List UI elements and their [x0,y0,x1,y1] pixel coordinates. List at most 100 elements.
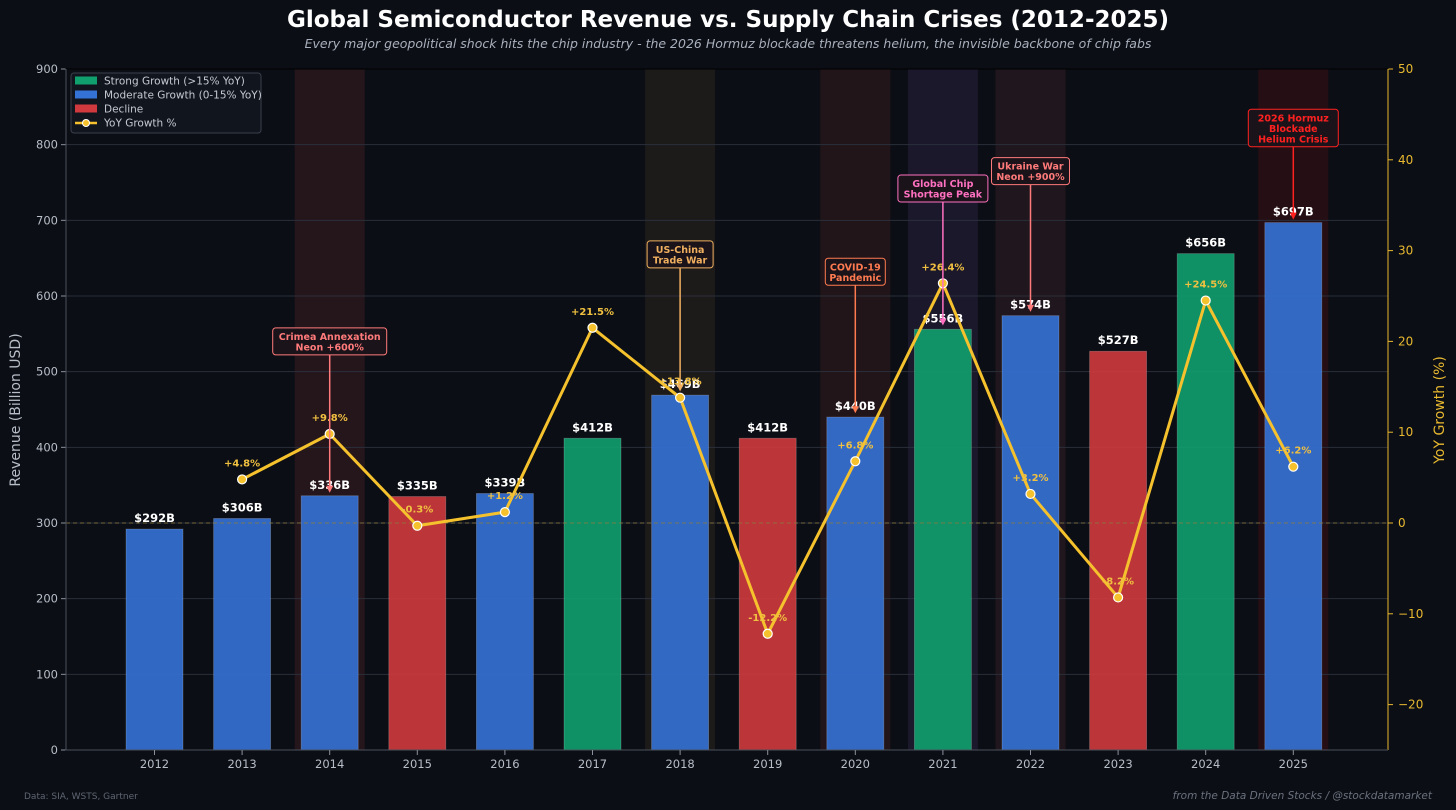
x-tick-label: 2013 [227,757,256,771]
legend-label: Decline [104,104,143,116]
annotation-arrow-head [1027,304,1034,312]
bar-2012 [125,528,184,751]
x-tick-label: 2024 [1191,757,1220,771]
y-right-tick-label: 50 [1398,62,1413,76]
bar-2016 [475,493,534,751]
y-left-tick-label: 100 [36,667,58,681]
y-right-tick-label: 30 [1398,244,1413,258]
growth-point-2020 [850,456,861,467]
axes: 0 100 200 300 400 500 600 700 800 900 −20 −10 0 10 20 3… [36,62,1423,771]
bar-value-label: $412B [747,420,788,434]
y-right-tick-label: 40 [1398,153,1413,167]
growth-point-2017 [587,322,598,333]
annotation-box [897,174,989,203]
bar-value-label: $292B [134,511,175,525]
growth-point-2015 [412,520,423,531]
y-left-tick-label: 300 [36,516,58,530]
annotation-box [646,240,714,269]
growth-value-label: +24.5% [1184,280,1227,291]
y-right-tick-label: 0 [1398,516,1406,530]
bar-2025 [1264,222,1323,751]
annotation-arrow-head [851,406,859,414]
annotation-text: 2026 Hormuz [1258,113,1330,124]
bar-2018 [651,394,709,751]
bar-value-label: $656B [1185,236,1226,250]
y-left-tick-label: 200 [36,592,58,606]
annotation-text: Neon +900% [996,172,1065,183]
legend-box [70,72,262,134]
growth-value-label: +21.5% [571,307,614,318]
bar-value-label: $412B [572,420,613,434]
annotation-text: Helium Crisis [1258,134,1329,145]
x-tick-label: 2022 [1016,757,1045,771]
growth-value-label: +3.2% [1012,473,1048,484]
x-tick-label: 2016 [490,757,519,771]
growth-value-label: -12.2% [748,613,787,624]
y-left-tick-label: 600 [36,289,58,303]
y-left-tick-label: 700 [36,213,58,227]
growth-point-2022 [1025,488,1036,500]
credit-line: from the Data Driven Stocks / @stockdata… [1173,790,1433,802]
bar-2023 [1089,350,1147,751]
x-tick-label: 2020 [841,757,870,771]
legend: Strong Growth (>15% YoY) Moderate Growth … [70,72,262,134]
y-right-tick-label: 20 [1398,334,1413,348]
bar-2014 [300,495,359,751]
legend-label: Strong Growth (>15% YoY) [104,76,245,88]
annotation-text: Blockade [1269,124,1318,135]
x-tick-label: 2018 [665,757,694,771]
annotation-arrow-head [939,318,947,326]
growth-line-series [237,278,1299,639]
bar-2024 [1176,253,1235,751]
growth-point-2024 [1200,295,1211,306]
annotation-text: Global Chip [912,179,973,190]
y-axis-left-label: Revenue (Billion USD) [8,333,24,486]
growth-point-2019 [762,628,773,639]
growth-point-2025 [1288,461,1299,472]
chart-subtitle: Every major geopolitical shock hits the … [305,36,1152,51]
legend-swatch-moderate [75,90,97,99]
growth-value-label: +4.8% [224,458,260,469]
x-tick-label: 2014 [315,757,344,771]
annotation-text: US-China [656,245,705,256]
annotation-text: Neon +600% [296,342,365,353]
x-tick-label: 2019 [753,757,782,771]
bar-value-label: $527B [1098,333,1139,347]
growth-value-label: -0.3% [401,505,433,516]
annotation-arrow-head [676,384,684,392]
y-left-tick-label: 0 [51,743,58,757]
annotation-box [991,157,1070,186]
bar-2022 [1001,315,1060,751]
growth-point-2016 [499,507,510,518]
x-tick-label: 2015 [403,757,432,771]
y-left-tick-label: 500 [36,365,58,379]
bar-2021 [914,328,972,751]
x-tick-label: 2021 [928,757,957,771]
annotation-box [824,257,886,286]
legend-label: Moderate Growth (0-15% YoY) [104,90,262,102]
growth-value-label: +1.2% [487,491,523,502]
annotation-text: COVID-19 [830,262,881,273]
bar-2017 [563,437,622,751]
y-axis-right-label: YoY Growth (%) [1432,356,1448,465]
legend-marker-swatch [82,119,90,127]
annotation-text: Pandemic [829,273,881,284]
annotation-text: Trade War [653,255,708,266]
y-left-tick-label: 900 [36,62,58,76]
legend-swatch-decline [75,104,97,113]
annotation-box [1247,108,1339,148]
annotation-box [272,327,388,356]
bar-value-label: $339B [485,475,526,489]
annotation-text: Shortage Peak [904,190,983,201]
growth-value-label: +6.8% [837,440,873,451]
growth-value-label: +6.2% [1275,446,1311,457]
revenue-bars [125,222,1323,751]
x-tick-label: 2025 [1279,757,1308,771]
y-left-tick-label: 800 [36,138,58,152]
annotation-text: Ukraine War [997,162,1063,173]
